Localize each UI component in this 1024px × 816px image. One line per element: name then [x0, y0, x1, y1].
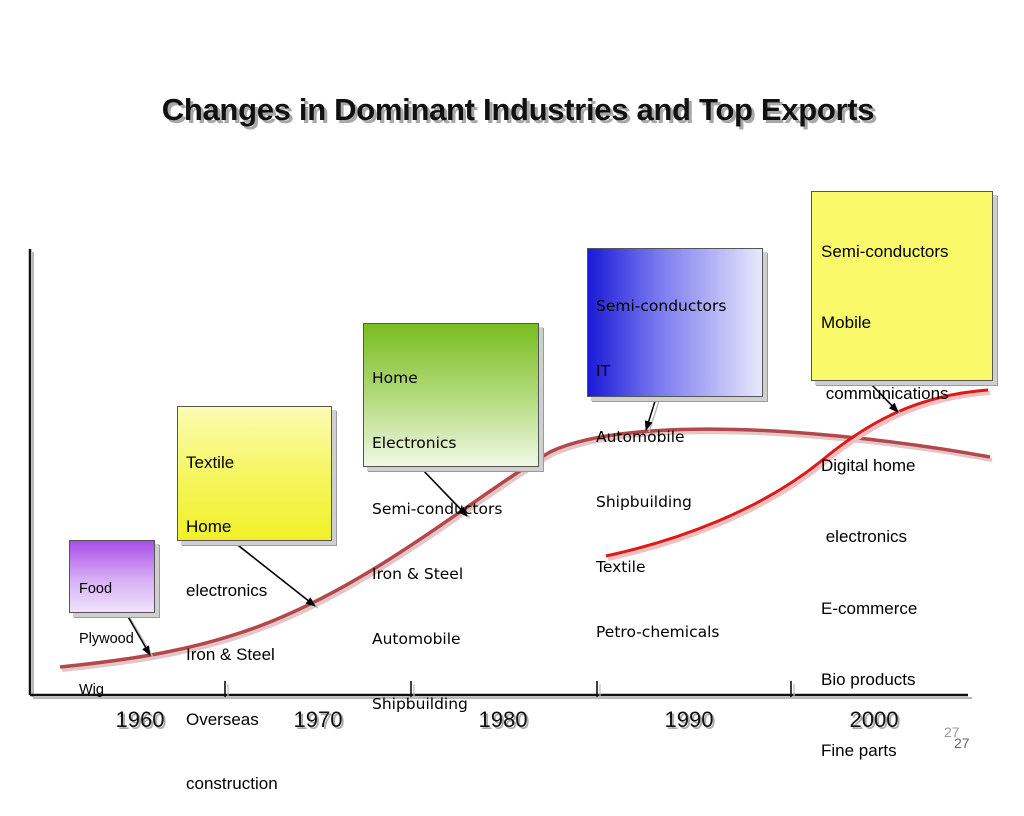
box-line: E-commerce	[821, 598, 918, 618]
box-line: Home	[372, 369, 418, 388]
box-line: Textile	[596, 557, 646, 576]
arrow-1960	[126, 614, 151, 656]
axes	[28, 249, 972, 699]
year-label-1960: 1960	[115, 707, 165, 732]
new-growth-curve	[605, 388, 989, 558]
box-line: electronics	[186, 581, 268, 601]
box-line: construction	[186, 773, 278, 793]
industries-box-2000: Semi-conductors Mobile communications Di…	[811, 191, 993, 760]
box-line: Wig	[79, 681, 104, 698]
industries-box-1960: Food Plywood Wig	[69, 540, 155, 698]
arrow-1980	[419, 466, 468, 517]
box-line: Shipbuilding	[596, 492, 692, 511]
new-growth-curve-shadow	[607, 391, 991, 561]
page-number: 27	[954, 735, 970, 751]
box-line: Automobile	[372, 629, 461, 648]
box-line: IT	[596, 362, 611, 381]
box-line: Home	[186, 517, 232, 537]
slide-title: Changes in Dominant Industries and Top E…	[161, 92, 875, 127]
box-line: Electronics	[372, 434, 457, 453]
box-line: Plywood	[79, 631, 134, 648]
callout-arrows	[126, 382, 902, 658]
box-line: Iron & Steel	[186, 645, 275, 665]
main-growth-curve	[59, 427, 991, 669]
year-label-2000: 2000	[849, 707, 899, 732]
growth-diagram	[28, 249, 993, 699]
box-line: Mobile	[821, 312, 872, 332]
box-line: Digital home	[821, 455, 916, 475]
year-label-1970: 1970	[293, 707, 343, 732]
box-line: Semi-conductors	[596, 297, 727, 316]
arrow-2000	[869, 382, 899, 413]
box-line: Automobile	[596, 427, 685, 446]
decade-dividers	[224, 681, 792, 697]
box-line: Textile	[186, 452, 235, 472]
arrow-1970	[233, 541, 316, 607]
box-line: Shipbuilding	[372, 694, 468, 713]
industries-box-1980: Home Electronics Semi-conductors Iron & …	[363, 323, 539, 713]
arrow-1990	[644, 397, 657, 431]
main-growth-curve-shadow	[61, 430, 993, 672]
page-number-shadow: 27	[944, 724, 960, 740]
box-line: Overseas	[186, 709, 259, 729]
industries-box-1990: Semi-conductors IT Automobile Shipbuildi…	[587, 248, 763, 641]
box-line: Fine parts	[821, 741, 897, 761]
box-line: Iron & Steel	[372, 564, 464, 583]
box-line: communications	[821, 384, 949, 404]
box-line: Bio products	[821, 669, 916, 689]
box-line: Semi-conductors	[372, 499, 503, 518]
box-line: Semi-conductors	[821, 241, 949, 261]
box-line: Food	[79, 580, 113, 597]
industries-box-1970: Textile Home electronics Iron & Steel Ov…	[177, 406, 332, 793]
box-line: Petro-chemicals	[596, 622, 720, 641]
box-line: electronics	[821, 527, 907, 547]
year-label-1980: 1980	[478, 707, 528, 732]
year-label-1990: 1990	[664, 707, 714, 732]
